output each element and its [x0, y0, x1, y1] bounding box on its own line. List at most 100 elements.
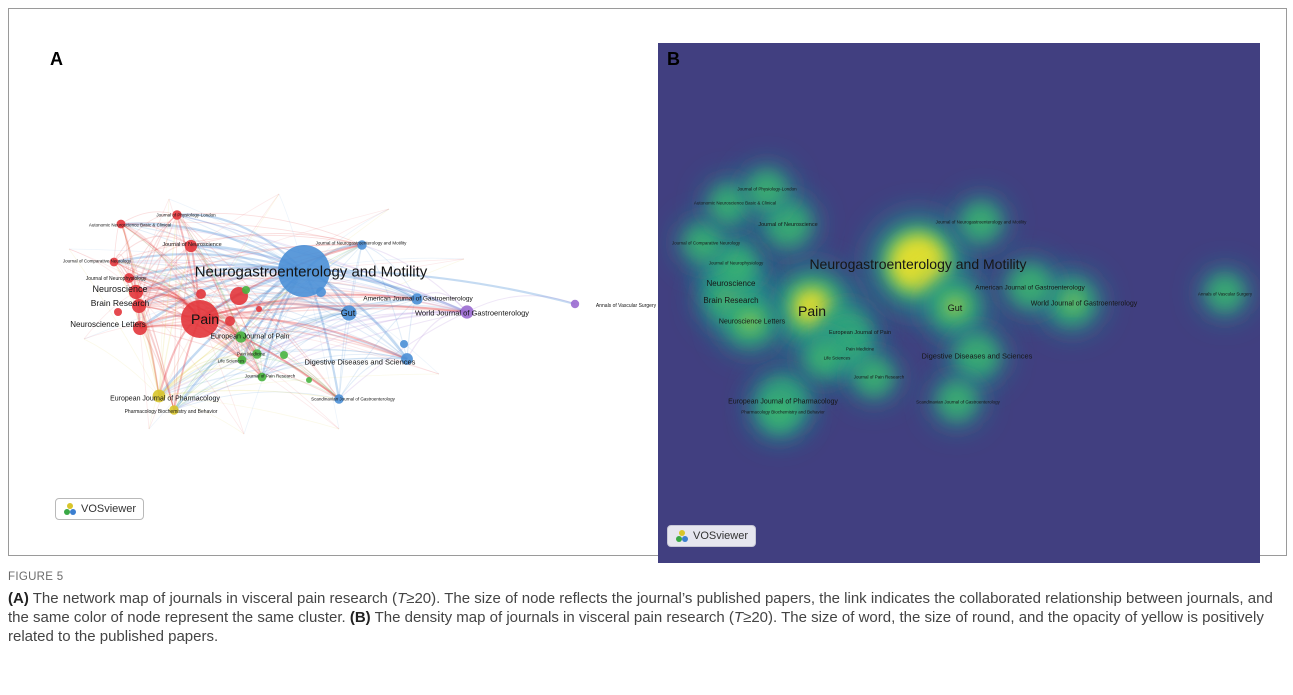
figure-frame: A Neurogastroenterology and Motility Pain…	[8, 8, 1287, 563]
label-american-journal-of-gastroenterology: American Journal of Gastroenterology	[363, 295, 473, 302]
node-pain	[181, 300, 219, 338]
node-gut	[341, 305, 357, 321]
network-link	[128, 244, 363, 279]
network-link	[361, 244, 468, 313]
network-link	[158, 395, 340, 430]
network-link	[261, 244, 363, 378]
node-american-journal-of-gastroenterology	[411, 293, 423, 305]
density-label-american-journal-of-gastroenterology: American Journal of Gastroenterology	[975, 284, 1085, 291]
network-link	[176, 214, 258, 355]
network-link	[158, 357, 408, 397]
network-link	[241, 311, 468, 361]
network-link	[256, 353, 340, 400]
network-link	[338, 311, 468, 400]
node-annals-of-vascular-surgery	[570, 299, 580, 309]
network-link	[176, 214, 263, 378]
network-link	[158, 214, 178, 397]
density-glow	[748, 171, 786, 209]
network-link	[120, 221, 363, 246]
density-label-journal-of-neurogastroenterology-and-motility: Journal of Neurogastroenterology and Mot…	[936, 220, 1028, 225]
label-journal-of-pain-research: Journal of Pain Research	[245, 374, 296, 379]
density-glow	[710, 185, 748, 223]
vosviewer-logo-icon	[676, 530, 688, 542]
network-link	[241, 298, 418, 361]
node-pharmacology-biochemistry-and-behavior	[169, 405, 179, 415]
caption-a-t: T	[397, 590, 407, 607]
label-scandinavian-journal-of-gastroenterology: Scandinavian Journal of Gastroenterology	[311, 397, 396, 402]
density-label-pharmacology-biochemistry-and-behavior: Pharmacology Biochemistry and Behavior	[741, 410, 825, 415]
network-link	[190, 245, 263, 378]
node-journal-of-physiology-london	[172, 210, 182, 220]
network-link	[128, 242, 192, 279]
network-link	[256, 298, 418, 355]
vosviewer-label: VOSviewer	[81, 503, 137, 515]
network-link	[135, 291, 340, 430]
network-link	[158, 357, 243, 397]
network-link	[158, 298, 418, 397]
network-link	[139, 214, 178, 329]
network-link	[113, 235, 192, 263]
network-link	[138, 305, 175, 411]
network-link	[261, 376, 340, 400]
network-map: Neurogastroenterology and Motility Pain Gu…	[63, 193, 657, 435]
network-link	[120, 223, 408, 360]
network-link	[120, 211, 178, 225]
network-link	[120, 223, 201, 320]
network-link	[138, 300, 468, 313]
network-link	[83, 270, 305, 340]
network-link	[128, 277, 408, 360]
vosviewer-badge-a: VOSviewer	[55, 498, 145, 520]
label-world-journal-of-gastroenterology: World Journal of Gastroenterology	[415, 309, 529, 318]
caption-b-t: T	[733, 609, 744, 626]
network-link	[240, 330, 408, 360]
network-link	[199, 304, 468, 321]
node-scandinavian-journal-of-gastroenterology	[334, 394, 344, 404]
network-link	[190, 245, 243, 361]
network-link	[256, 312, 350, 355]
density-map: Neurogastroenterology and Motility Pain Gu…	[672, 163, 1253, 440]
network-link	[261, 311, 468, 378]
network-link	[135, 198, 170, 293]
network-link	[158, 389, 340, 400]
density-label-life-sciences: Life Sciences	[824, 356, 852, 361]
network-link	[135, 214, 178, 293]
network-link	[68, 248, 160, 397]
network-link	[135, 193, 280, 293]
network-node	[256, 306, 262, 312]
network-link	[241, 312, 350, 361]
network-link	[135, 208, 390, 293]
network-link	[303, 269, 576, 306]
network-link	[113, 235, 363, 263]
density-glow	[1009, 265, 1051, 307]
network-link	[176, 212, 363, 246]
density-glow	[684, 224, 722, 262]
density-glow	[760, 394, 798, 432]
density-glow-peak	[744, 316, 756, 328]
density-label-brain-research: Brain Research	[703, 296, 758, 305]
density-label-european-journal-of-pain: European Journal of Pain	[829, 330, 891, 336]
network-link	[190, 245, 340, 400]
network-link	[120, 223, 418, 300]
density-label-pain: Pain	[798, 303, 826, 319]
network-link	[120, 223, 340, 400]
network-link	[256, 348, 408, 360]
network-link	[158, 336, 242, 397]
network-link	[138, 244, 363, 307]
network-link	[176, 214, 243, 361]
network-link	[113, 259, 418, 300]
network-link	[158, 208, 390, 397]
network-link	[158, 367, 263, 397]
label-journal-of-comparative-neurology: Journal of Comparative Neurology	[63, 259, 132, 264]
node-european-journal-of-pain	[235, 331, 247, 343]
density-label-pain-medicine: Pain Medicine	[846, 347, 875, 352]
density-label-european-journal-of-pharmacology: European Journal of Pharmacology	[728, 398, 838, 405]
density-glow	[855, 358, 893, 396]
network-node	[316, 287, 326, 297]
density-glow-peak	[948, 300, 962, 314]
network-link	[261, 298, 418, 378]
network-link	[173, 358, 243, 411]
network-link	[190, 232, 363, 247]
label-pain: Pain	[191, 311, 219, 327]
density-glow-peak	[1066, 296, 1078, 308]
label-neurogastroenterology-and-motility: Neurogastroenterology and Motility	[195, 263, 428, 280]
